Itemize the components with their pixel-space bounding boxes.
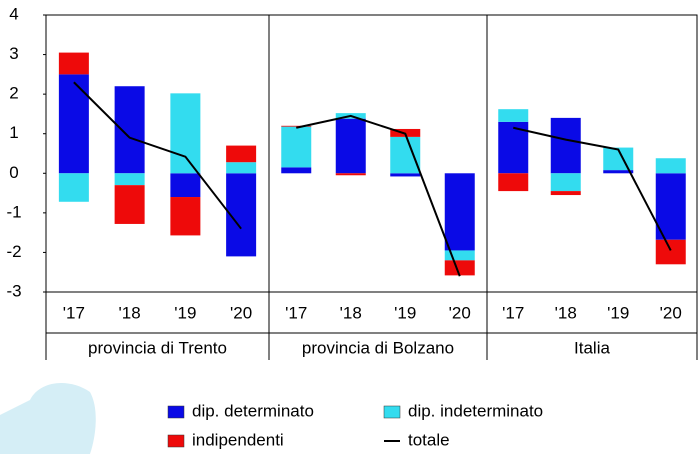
bar-segment xyxy=(550,117,581,174)
bar-segment xyxy=(114,185,145,224)
y-tick-label: 4 xyxy=(9,4,18,23)
bar-segment xyxy=(390,173,421,177)
bar-segment xyxy=(655,158,686,174)
bar-segment xyxy=(114,173,145,186)
x-tick-label: '19 xyxy=(607,303,629,322)
decoration xyxy=(0,382,96,454)
y-tick-label: -3 xyxy=(6,281,21,300)
legend-swatch xyxy=(383,405,401,419)
x-tick-label: '20 xyxy=(230,303,252,322)
bar-segment xyxy=(58,74,89,174)
y-tick-label: 2 xyxy=(9,84,18,103)
bar-segment xyxy=(170,173,201,198)
bar-segment xyxy=(603,170,634,174)
x-tick-label: '20 xyxy=(660,303,682,322)
bar-segment xyxy=(335,173,366,176)
y-tick-label: 0 xyxy=(9,163,18,182)
bar-segment xyxy=(226,162,257,174)
bar-segment xyxy=(114,86,145,174)
bar-segment xyxy=(498,109,529,122)
bar-segment xyxy=(655,239,686,265)
legend-label: dip. indeterminato xyxy=(408,401,543,420)
legend-label: totale xyxy=(408,430,450,449)
bar-segment xyxy=(390,136,421,174)
bar-segment xyxy=(281,126,312,168)
x-tick-label: '17 xyxy=(502,303,524,322)
group-label: provincia di Bolzano xyxy=(302,338,454,357)
bar-segment xyxy=(550,191,581,196)
bar-segment xyxy=(170,197,201,236)
group-label: provincia di Trento xyxy=(88,338,227,357)
legend-swatch xyxy=(167,434,185,448)
legend-label: dip. determinato xyxy=(192,401,314,420)
bar-segment xyxy=(58,52,89,75)
bar-segment xyxy=(655,173,686,240)
x-tick-label: '18 xyxy=(119,303,141,322)
total-line xyxy=(513,126,672,251)
bar-segment xyxy=(226,145,257,163)
x-tick-label: '17 xyxy=(285,303,307,322)
bar-segment xyxy=(335,118,366,174)
bar-segment xyxy=(170,93,201,174)
x-tick-label: '20 xyxy=(449,303,471,322)
x-tick-label: '19 xyxy=(394,303,416,322)
y-tick-label: -2 xyxy=(6,242,21,261)
bar-segment xyxy=(444,260,475,276)
y-tick-label: -1 xyxy=(6,202,21,221)
bar-segment xyxy=(58,173,89,202)
y-tick-label: 3 xyxy=(9,44,18,63)
bar-segment xyxy=(281,167,312,174)
bar-segment xyxy=(444,173,475,251)
y-tick-label: 1 xyxy=(9,123,18,142)
bar-segment xyxy=(550,173,581,192)
x-tick-label: '18 xyxy=(340,303,362,322)
group-label: Italia xyxy=(574,338,610,357)
x-tick-label: '19 xyxy=(174,303,196,322)
legend-label: indipendenti xyxy=(192,430,284,449)
x-tick-label: '17 xyxy=(63,303,85,322)
bar-segment xyxy=(498,173,529,192)
bar-segment xyxy=(444,250,475,261)
total-line xyxy=(296,114,461,277)
x-tick-label: '18 xyxy=(555,303,577,322)
plot-frame xyxy=(45,14,698,293)
total-line xyxy=(73,81,242,230)
bar-segment xyxy=(281,125,312,127)
legend-swatch xyxy=(167,405,185,419)
